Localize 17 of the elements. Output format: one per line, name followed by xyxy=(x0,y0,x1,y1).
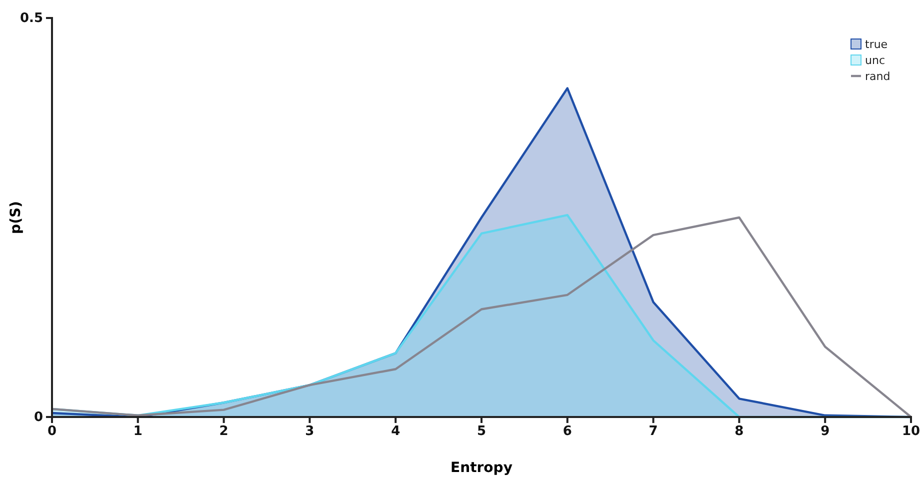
x-tick-label: 5 xyxy=(476,424,486,440)
legend-label: true xyxy=(865,38,888,51)
legend-label: unc xyxy=(865,54,885,67)
y-axis-title: p(S) xyxy=(8,201,24,234)
x-tick-label: 4 xyxy=(391,424,400,440)
x-tick-label: 10 xyxy=(902,424,920,440)
x-tick-label: 6 xyxy=(562,424,572,440)
x-tick-label: 7 xyxy=(648,424,658,440)
x-tick-label: 8 xyxy=(734,424,744,440)
legend-label: rand xyxy=(865,70,890,83)
x-tick-label: 2 xyxy=(219,424,228,440)
y-tick-label: 0.5 xyxy=(20,11,43,26)
x-tick-label: 0 xyxy=(47,424,57,440)
x-axis-title: Entropy xyxy=(450,460,512,476)
x-tick-label: 3 xyxy=(305,424,314,440)
x-tick-label: 9 xyxy=(820,424,830,440)
x-tick-label: 1 xyxy=(133,424,142,440)
